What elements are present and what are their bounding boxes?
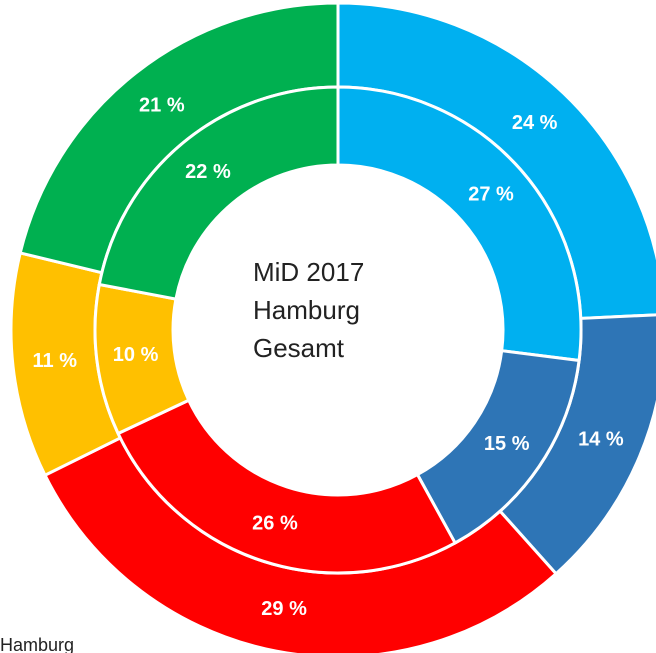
data-label: 11 %	[33, 350, 78, 372]
data-label: 29 %	[261, 598, 307, 620]
data-label: 21 %	[139, 94, 185, 116]
data-label: 22 %	[185, 161, 231, 183]
data-label: 27 %	[468, 183, 514, 205]
center-text: MiD 2017	[253, 257, 364, 287]
center-text: Hamburg	[253, 295, 360, 325]
data-label: 24 %	[512, 112, 558, 134]
donut-segment	[336, 85, 583, 363]
data-label: 26 %	[252, 512, 298, 534]
data-label: 14 %	[578, 428, 624, 450]
center-text: Gesamt	[253, 333, 345, 363]
donut-segment	[97, 85, 340, 301]
donut-segment	[116, 398, 458, 575]
data-label: 10 %	[113, 344, 159, 366]
data-label: 15 %	[484, 433, 530, 455]
footer-text: Hamburg	[0, 635, 74, 653]
